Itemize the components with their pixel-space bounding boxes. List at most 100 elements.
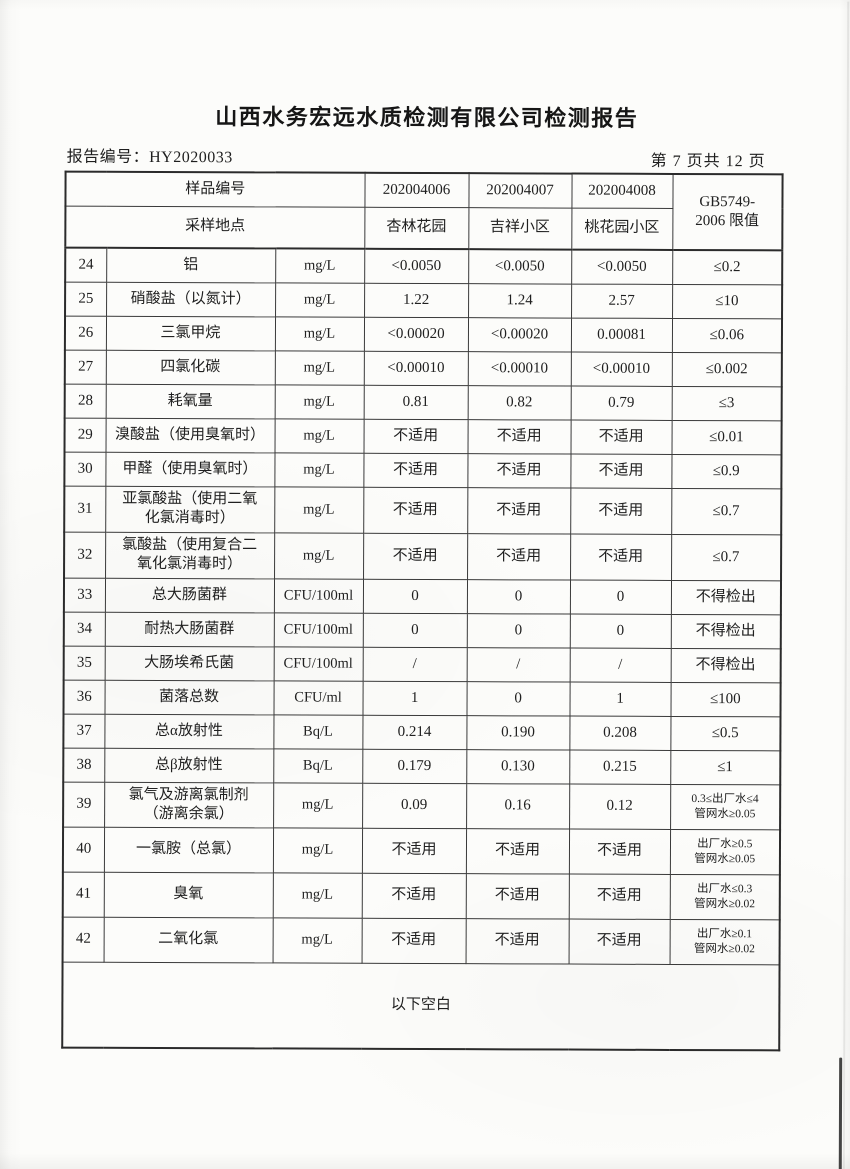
value: 1.22 [364,282,469,318]
value: 0.190 [466,715,570,750]
limit-header: GB5749- 2006 限值 [672,173,783,251]
value: 0 [466,613,570,648]
report-number: 报告编号：HY2020033 [66,148,233,167]
value: 不适用 [570,453,672,488]
table-row: 42 二氧化氯 mg/L 不适用 不适用 不适用 出厂水≥0.1 管网水≥0.0… [62,916,780,965]
value: 0.16 [466,783,570,829]
row-no: 41 [62,871,104,917]
value: 0.82 [467,385,571,420]
scan-edge-seam [842,1,850,1169]
value: 不适用 [467,419,571,454]
param-unit: CFU/100ml [273,612,363,647]
value: 不适用 [363,532,468,580]
row-no: 40 [62,826,105,872]
sample-id: 202004006 [364,172,469,208]
limit: ≤0.2 [672,249,783,285]
limit: ≤0.01 [671,419,782,455]
limit: ≤0.002 [671,351,782,387]
limit: 不得检出 [670,613,781,649]
param-unit: Bq/L [273,714,363,749]
value: 0 [569,579,672,614]
location: 桃花园小区 [571,207,673,250]
param-name: 溴酸盐（使用臭氧时） [105,417,275,453]
table-row: 33 总大肠菌群 CFU/100ml 0 0 0 不得检出 [63,577,782,615]
value: 不适用 [568,873,670,919]
value: 不适用 [570,533,672,580]
value: 不适用 [467,533,571,580]
limit: ≤1 [670,749,781,785]
row-no: 30 [64,451,106,486]
param-name: 铝 [106,247,276,283]
value: 0.81 [363,384,468,420]
limit: 出厂水≥0.1 管网水≥0.02 [669,918,780,965]
param-unit: mg/L [274,316,365,351]
value: 不适用 [465,918,569,964]
page-indicator: 第 7 页共 12 页 [650,152,766,171]
sample-id-label: 样品编号 [65,171,365,207]
value: 不适用 [465,873,569,919]
param-unit: mg/L [272,917,362,963]
results-table: 样品编号 202004006 202004007 202004008 GB574… [61,170,784,1052]
sample-id: 202004007 [468,173,572,208]
limit: 出厂水≥0.5 管网水≥0.05 [669,828,781,875]
limit: ≤0.5 [670,715,781,751]
sample-id: 202004008 [571,173,673,208]
param-name: 氯气及游离氯制剂 （游离余氯） [104,781,274,828]
table-row: 41 臭氧 mg/L 不适用 不适用 不适用 出厂水≤0.3 管网水≥0.02 [62,871,780,920]
table-row: 27 四氯化碳 mg/L <0.00010 <0.00010 <0.00010 … [64,349,782,387]
value: 0.215 [569,749,671,784]
value: <0.0050 [364,248,469,284]
param-unit: mg/L [273,782,363,828]
value: 0.179 [362,748,467,784]
footer-note: 以下空白 [62,961,780,1051]
table-row: 25 硝酸盐（以氮计） mg/L 1.22 1.24 2.57 ≤10 [65,281,783,319]
value: <0.00020 [363,316,469,352]
limit: ≤3 [671,385,782,421]
value: 不适用 [361,917,466,964]
param-name: 三氯甲烷 [105,315,276,351]
value: 不适用 [570,487,672,534]
row-no: 33 [63,577,106,612]
limit: ≤10 [672,283,783,319]
location: 吉祥小区 [468,207,572,250]
param-unit: mg/L [274,486,364,533]
location-label: 采样地点 [65,205,365,249]
value: 0.00081 [570,317,673,352]
value: <0.00010 [467,351,571,386]
row-no: 39 [63,781,105,827]
value: / [466,647,570,682]
value: 不适用 [465,828,570,874]
value: <0.00010 [570,351,672,386]
limit: ≤0.7 [671,487,782,535]
value: 0 [362,578,468,614]
value: 1 [362,680,467,716]
param-name: 耐热大肠菌群 [104,611,274,647]
value: <0.00020 [467,317,572,352]
value: 1.24 [468,283,572,318]
value: 0.09 [362,782,467,829]
value: 0.79 [570,385,672,420]
meta-row: 报告编号：HY2020033 第 7 页共 12 页 [66,143,782,171]
value: 0.12 [569,783,671,829]
param-unit: mg/L [272,872,362,918]
row-no: 28 [64,383,106,418]
row-no: 38 [63,747,105,782]
param-name: 耗氧量 [105,383,275,419]
value: / [569,647,671,682]
limit: ≤0.06 [671,317,783,353]
value: 不适用 [363,452,468,488]
value: 不适用 [467,487,571,534]
table-row: 34 耐热大肠菌群 CFU/100ml 0 0 0 不得检出 [63,611,781,649]
footer-row: 以下空白 [62,961,780,1051]
param-name: 大肠埃希氏菌 [104,645,274,681]
table-row: 28 耗氧量 mg/L 0.81 0.82 0.79 ≤3 [64,383,782,421]
value: 0 [362,612,467,648]
param-unit: mg/L [272,827,363,873]
param-name: 总β放射性 [104,747,274,783]
param-unit: mg/L [275,282,365,317]
param-name: 二氧化氯 [103,916,273,963]
table-row: 24 铝 mg/L <0.0050 <0.0050 <0.0050 ≤0.2 [65,247,783,285]
limit: 不得检出 [670,647,781,683]
table-row: 30 甲醛（使用臭氧时） mg/L 不适用 不适用 不适用 ≤0.9 [64,451,782,489]
